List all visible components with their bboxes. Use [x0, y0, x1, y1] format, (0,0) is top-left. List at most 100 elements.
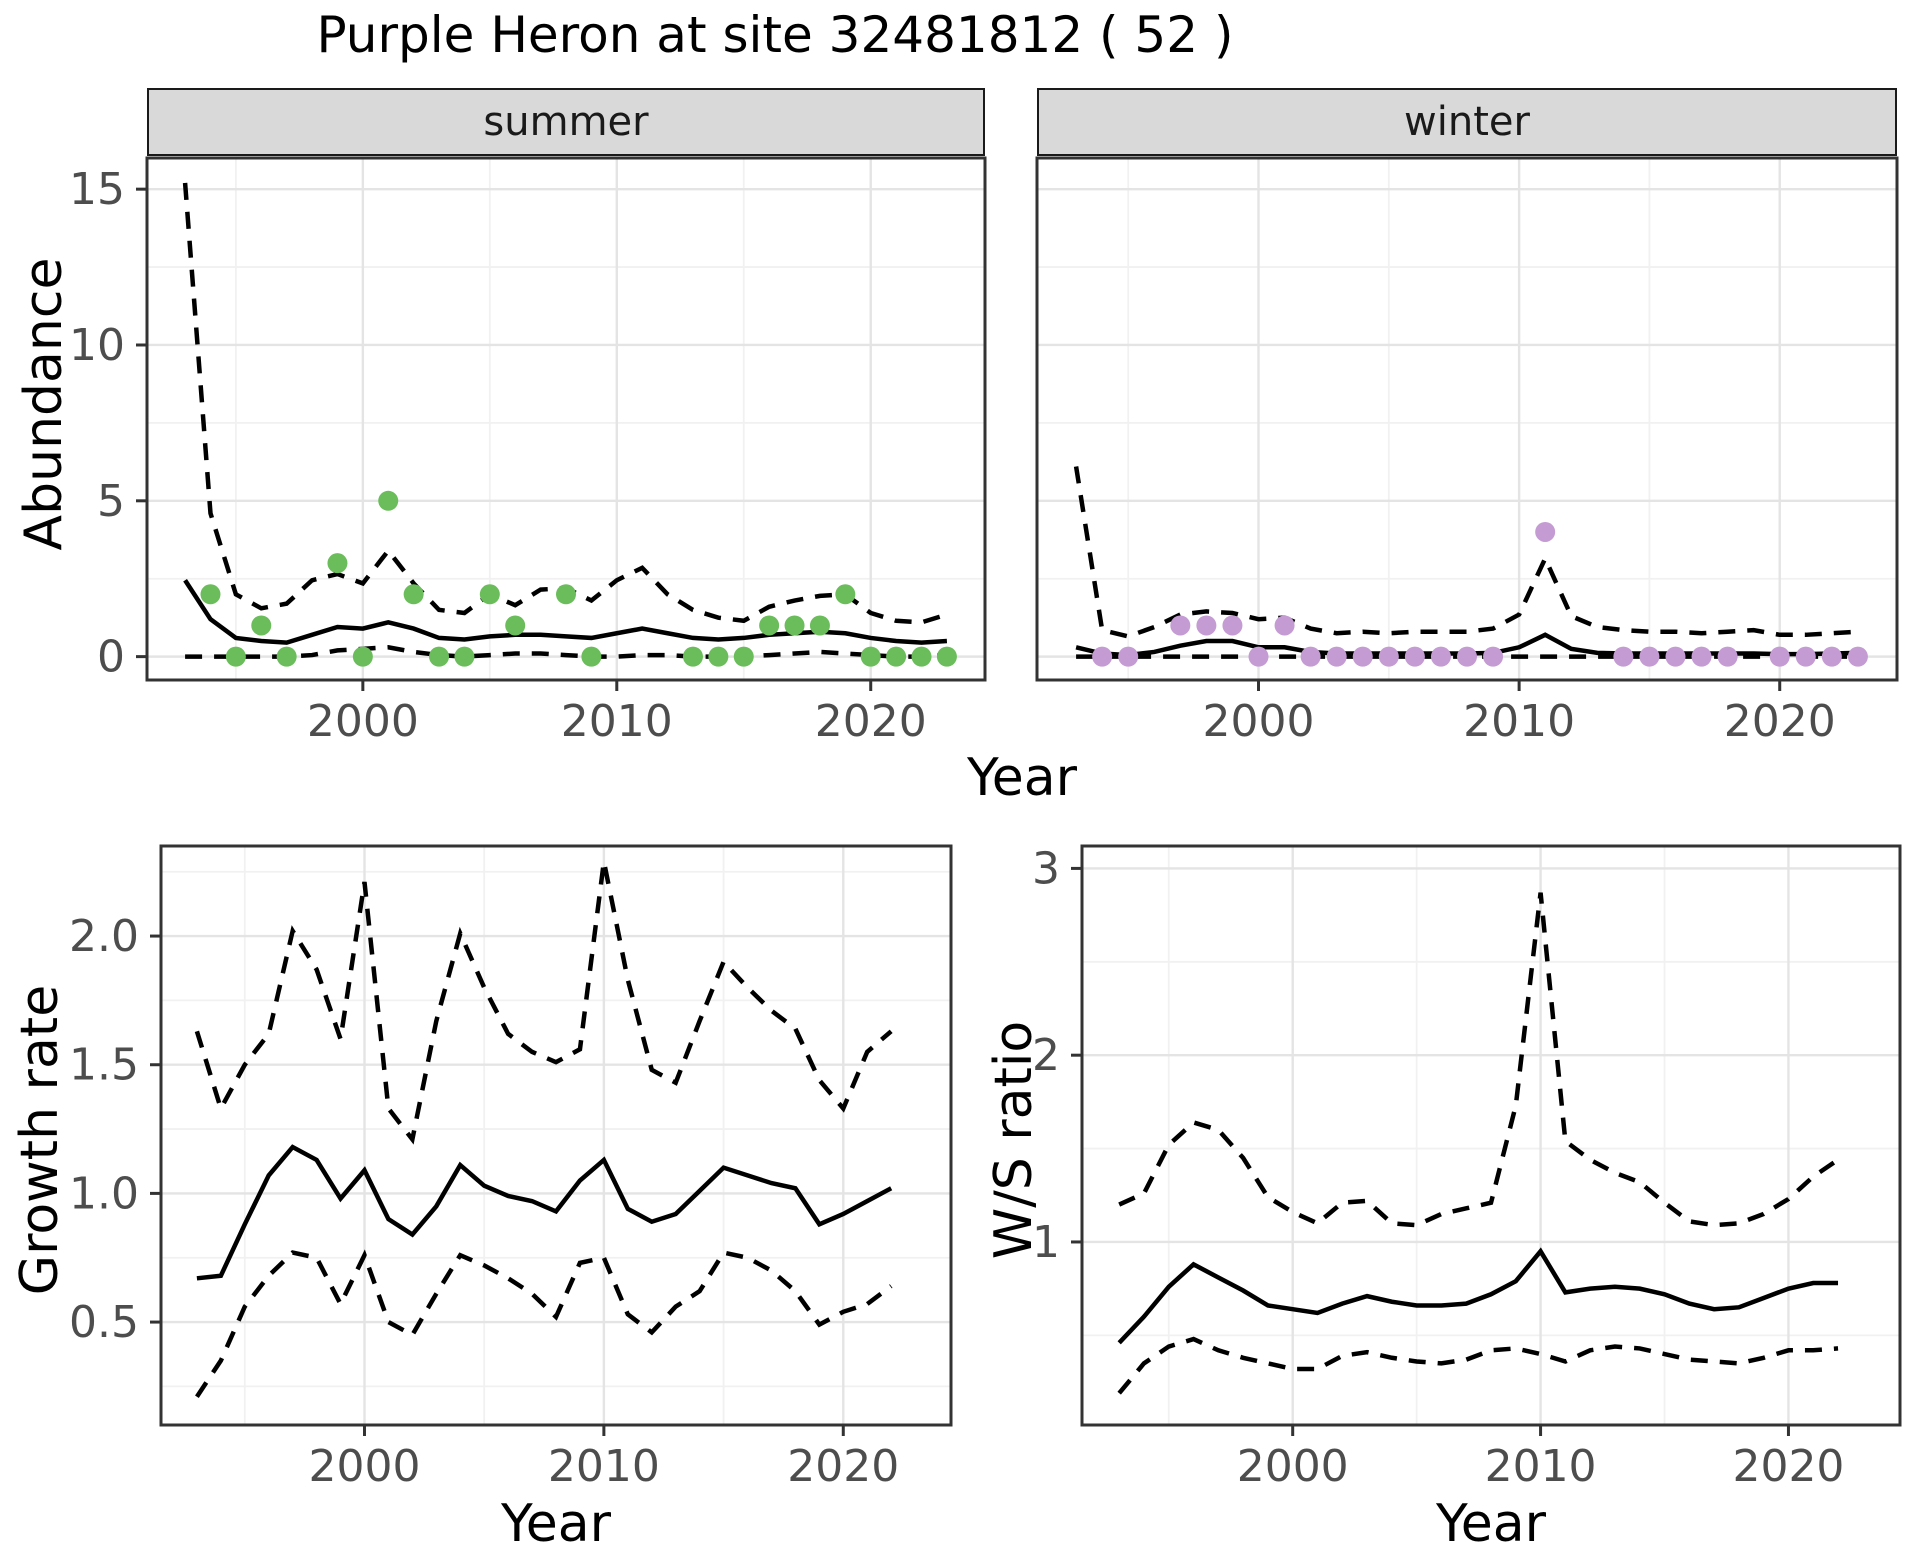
data-point [911, 646, 932, 667]
growth-rate-panel: 2000 2010 2020 0.5 1.0 1.5 2.0 [69, 844, 953, 1492]
panel-border [145, 156, 987, 682]
data-point [936, 646, 957, 667]
abundance-summer-panel: 2000 2010 2020 0 5 10 15 [69, 156, 987, 747]
data-point [1717, 646, 1738, 667]
panel-border [159, 844, 953, 1427]
data-point [1847, 646, 1868, 667]
x-tick-label: 2000 [1203, 696, 1315, 747]
x-tick-label: 2000 [308, 1441, 420, 1492]
data-point [1378, 646, 1399, 667]
y-tick-label: 1.5 [69, 1040, 139, 1091]
data-point [225, 646, 246, 667]
data-point [1222, 615, 1243, 636]
data-point [1170, 615, 1191, 636]
y-tick-label: 0.5 [69, 1297, 139, 1348]
x-tick-label: 2010 [561, 696, 673, 747]
data-point [1274, 615, 1295, 636]
median-line [1117, 1247, 1839, 1345]
x-tick-label: 2010 [548, 1441, 660, 1492]
data-point [581, 646, 602, 667]
data-point [200, 584, 221, 605]
x-axis-ticks: 2000 2010 2020 [1203, 680, 1836, 747]
data-point [1300, 646, 1321, 667]
panel-border [1035, 156, 1899, 682]
chart-title: Purple Heron at site 32481812 ( 52 ) [316, 6, 1234, 64]
y-axis-ticks: 0.5 1.0 1.5 2.0 [69, 911, 161, 1348]
gridlines-major [1037, 158, 1897, 680]
y-tick-label: 2.0 [69, 911, 139, 962]
data-point [378, 490, 399, 511]
data-point [556, 584, 576, 605]
facet-strip-summer: summer [147, 88, 985, 156]
data-point [454, 646, 475, 667]
data-point [708, 646, 729, 667]
x-tick-label: 2020 [787, 1441, 899, 1492]
x-axis-title-year-bottom-left: Year [500, 1494, 612, 1554]
data-point [352, 646, 373, 667]
upper-ci-line [1073, 466, 1859, 639]
x-tick-label: 2010 [1463, 696, 1575, 747]
data-point [1665, 646, 1686, 667]
y-tick-label: 2 [1032, 1030, 1060, 1081]
upper-ci-line [194, 860, 893, 1145]
gridlines-minor [147, 158, 985, 680]
x-axis-ticks: 2000 2010 2020 [307, 680, 927, 747]
data-point [1404, 646, 1425, 667]
data-point [860, 646, 881, 667]
data-point [1639, 646, 1660, 667]
x-tick-label: 2010 [1485, 1441, 1597, 1492]
x-tick-label: 2020 [815, 696, 927, 747]
x-axis-ticks: 2000 2010 2020 [308, 1425, 899, 1492]
data-point [1092, 646, 1113, 667]
data-point [1430, 646, 1451, 667]
x-tick-label: 2000 [1237, 1441, 1349, 1492]
gridlines-minor [1082, 846, 1900, 1425]
median-line [196, 1144, 893, 1281]
data-point [505, 615, 526, 636]
y-axis-title-abundance: Abundance [14, 257, 74, 551]
y-tick-label: 5 [97, 476, 125, 527]
data-point [479, 584, 500, 605]
data-point [1691, 646, 1712, 667]
data-point [1352, 646, 1373, 667]
y-tick-label: 1 [1032, 1217, 1060, 1268]
data-point [1535, 521, 1556, 542]
lower-ci-line [195, 1249, 893, 1398]
abundance-winter-panel: 2000 2010 2020 [1035, 156, 1899, 747]
y-axis-ticks: 0 5 10 15 [69, 164, 147, 683]
y-tick-label: 15 [69, 164, 125, 215]
y-axis-title-ws-ratio: W/S ratio [984, 1020, 1044, 1260]
data-point [429, 646, 450, 667]
upper-ci-line [182, 182, 948, 625]
gridlines-minor [1037, 158, 1897, 680]
facet-strip-winter: winter [1037, 88, 1897, 156]
y-tick-label: 3 [1032, 843, 1060, 894]
data-point [1483, 646, 1504, 667]
data-point [1118, 646, 1139, 667]
lower-ci-line [1117, 1336, 1839, 1395]
panel-border [1080, 844, 1902, 1427]
data-point [1795, 646, 1816, 667]
data-point [1196, 615, 1217, 636]
x-axis-title-year-bottom-right: Year [1435, 1494, 1547, 1554]
x-tick-label: 2020 [1724, 696, 1836, 747]
y-tick-label: 10 [69, 320, 125, 371]
data-point [1821, 646, 1842, 667]
data-point [733, 646, 754, 667]
data-point [1326, 646, 1347, 667]
gridlines-major [147, 158, 985, 680]
y-tick-label: 1.0 [69, 1168, 139, 1219]
data-point [251, 615, 272, 636]
y-tick-label: 0 [97, 632, 125, 683]
gridlines-major [1082, 846, 1900, 1425]
gridlines-minor [161, 846, 951, 1425]
data-point [835, 584, 856, 605]
x-tick-label: 2020 [1732, 1441, 1844, 1492]
data-point [1769, 646, 1790, 667]
gridlines-major [161, 846, 951, 1425]
x-tick-label: 2000 [307, 696, 419, 747]
winter-points [1092, 521, 1868, 667]
y-axis-ticks: 1 2 3 [1032, 843, 1082, 1268]
data-point [886, 646, 907, 667]
